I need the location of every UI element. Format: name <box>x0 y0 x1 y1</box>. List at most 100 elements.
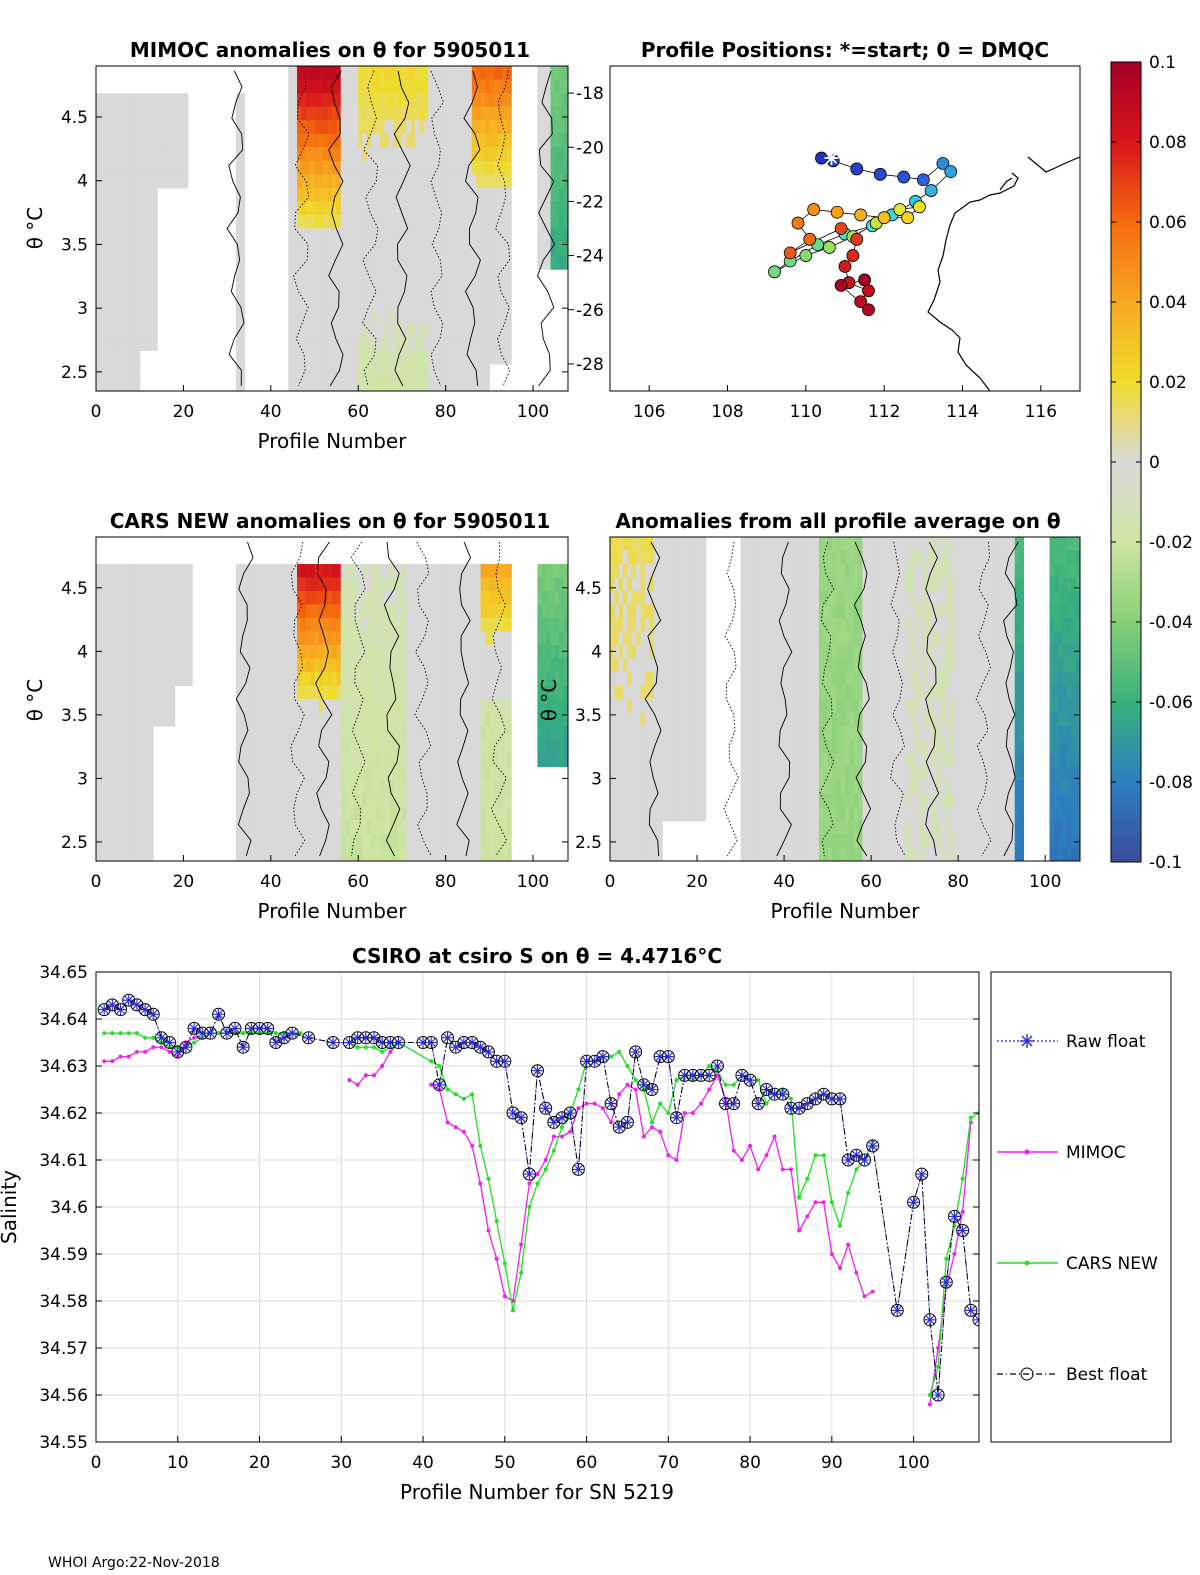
heatmap-cell <box>297 685 303 700</box>
heatmap-cell <box>849 577 855 592</box>
heatmap-cell <box>636 753 642 768</box>
heatmap-cell <box>144 120 150 135</box>
heatmap-cell <box>375 672 381 687</box>
heatmap-cell <box>314 350 320 365</box>
heatmap-cell <box>301 336 307 351</box>
heatmap-cell <box>692 739 698 754</box>
heatmap-cell <box>563 604 568 619</box>
heatmap-cell <box>441 120 447 135</box>
heatmap-cell <box>126 753 132 768</box>
heatmap-cell <box>375 174 381 189</box>
heatmap-cell <box>550 631 556 646</box>
heatmap-cell <box>401 753 407 768</box>
heatmap-cell <box>362 377 368 391</box>
heatmap-cell <box>353 228 359 243</box>
heatmap-cell <box>275 658 281 673</box>
heatmap-cell <box>784 712 790 727</box>
heatmap-cell <box>827 672 833 687</box>
heatmap-cell <box>310 377 316 391</box>
heatmap-cell <box>100 228 106 243</box>
heatmap-cell <box>388 726 394 741</box>
heatmap-cell <box>749 537 755 552</box>
heatmap-cell <box>784 564 790 579</box>
heatmap-cell <box>636 604 642 619</box>
heatmap-cell <box>353 604 359 619</box>
heatmap-cell <box>649 550 655 565</box>
heatmap-cell <box>240 120 246 135</box>
heatmap-cell <box>458 174 464 189</box>
heatmap-cell <box>406 645 412 660</box>
heatmap-cell <box>550 66 556 81</box>
heatmap-cell <box>849 658 855 673</box>
heatmap-cell <box>563 214 568 230</box>
heatmap-cell <box>165 645 171 660</box>
heatmap-cell <box>818 564 824 579</box>
heatmap-cell <box>506 645 512 660</box>
heatmap-cell <box>113 282 119 297</box>
heatmap-cell <box>771 604 776 619</box>
heatmap-cell <box>345 766 351 781</box>
heatmap-cell <box>148 618 154 633</box>
heatmap-cell <box>563 174 568 189</box>
heatmap-cell <box>688 739 694 754</box>
heatmap-cell <box>314 699 320 714</box>
heatmap-cell <box>122 147 128 162</box>
heatmap-cell <box>766 847 772 861</box>
heatmap-cell <box>371 187 377 203</box>
heatmap-cell <box>170 645 176 660</box>
heatmap-cell <box>749 672 755 687</box>
heatmap-cell <box>262 834 268 849</box>
y-tick-label: 3.5 <box>61 706 88 726</box>
heatmap-cell <box>436 187 442 203</box>
heatmap-cell <box>670 645 676 660</box>
heatmap-cell <box>775 726 781 741</box>
heatmap-cell <box>498 618 504 633</box>
heatmap-cell <box>463 255 469 270</box>
heatmap-cell <box>310 187 316 203</box>
heatmap-cell <box>537 739 543 754</box>
heatmap-cell <box>353 618 359 633</box>
heatmap-cell <box>388 377 394 391</box>
heatmap-cell <box>301 133 307 148</box>
heatmap-cell <box>502 658 508 673</box>
heatmap-cell <box>283 793 289 808</box>
heatmap-cell <box>753 591 759 606</box>
heatmap-cell <box>740 564 746 579</box>
heatmap-cell <box>476 645 482 660</box>
heatmap-cell <box>371 699 377 714</box>
heatmap-cell <box>423 685 429 700</box>
heatmap-cell <box>657 564 663 579</box>
heatmap-cell <box>327 350 333 365</box>
heatmap-cell <box>771 631 776 646</box>
heatmap-cell <box>441 726 447 741</box>
heatmap-cell <box>415 591 421 606</box>
heatmap-cell <box>340 106 346 121</box>
heatmap-cell <box>493 631 499 646</box>
heatmap-cell <box>292 79 298 94</box>
heatmap-cell <box>406 820 412 835</box>
heatmap-cell <box>450 309 455 324</box>
heatmap-cell <box>771 645 776 660</box>
heatmap-cell <box>779 591 785 606</box>
heatmap-cell <box>858 712 864 727</box>
heatmap-cell <box>476 363 482 379</box>
heatmap-cell <box>779 780 785 795</box>
heatmap-cell <box>740 604 746 619</box>
heatmap-cell <box>467 780 473 795</box>
heatmap-cell <box>397 377 403 391</box>
heatmap-cell <box>340 618 346 633</box>
heatmap-cell <box>135 766 141 781</box>
heatmap-cell <box>432 807 438 822</box>
heatmap-cell <box>310 753 316 768</box>
heatmap-cell <box>779 658 785 673</box>
heatmap-cell <box>471 336 477 351</box>
heatmap-cell <box>297 120 303 135</box>
heatmap-cell <box>618 577 624 592</box>
heatmap-cell <box>266 712 272 727</box>
heatmap-cell <box>358 658 364 673</box>
heatmap-cell <box>305 807 311 822</box>
heatmap-cell <box>170 591 176 606</box>
heatmap-cell <box>853 793 859 808</box>
heatmap-cell <box>831 618 837 633</box>
heatmap-cell <box>506 282 512 297</box>
